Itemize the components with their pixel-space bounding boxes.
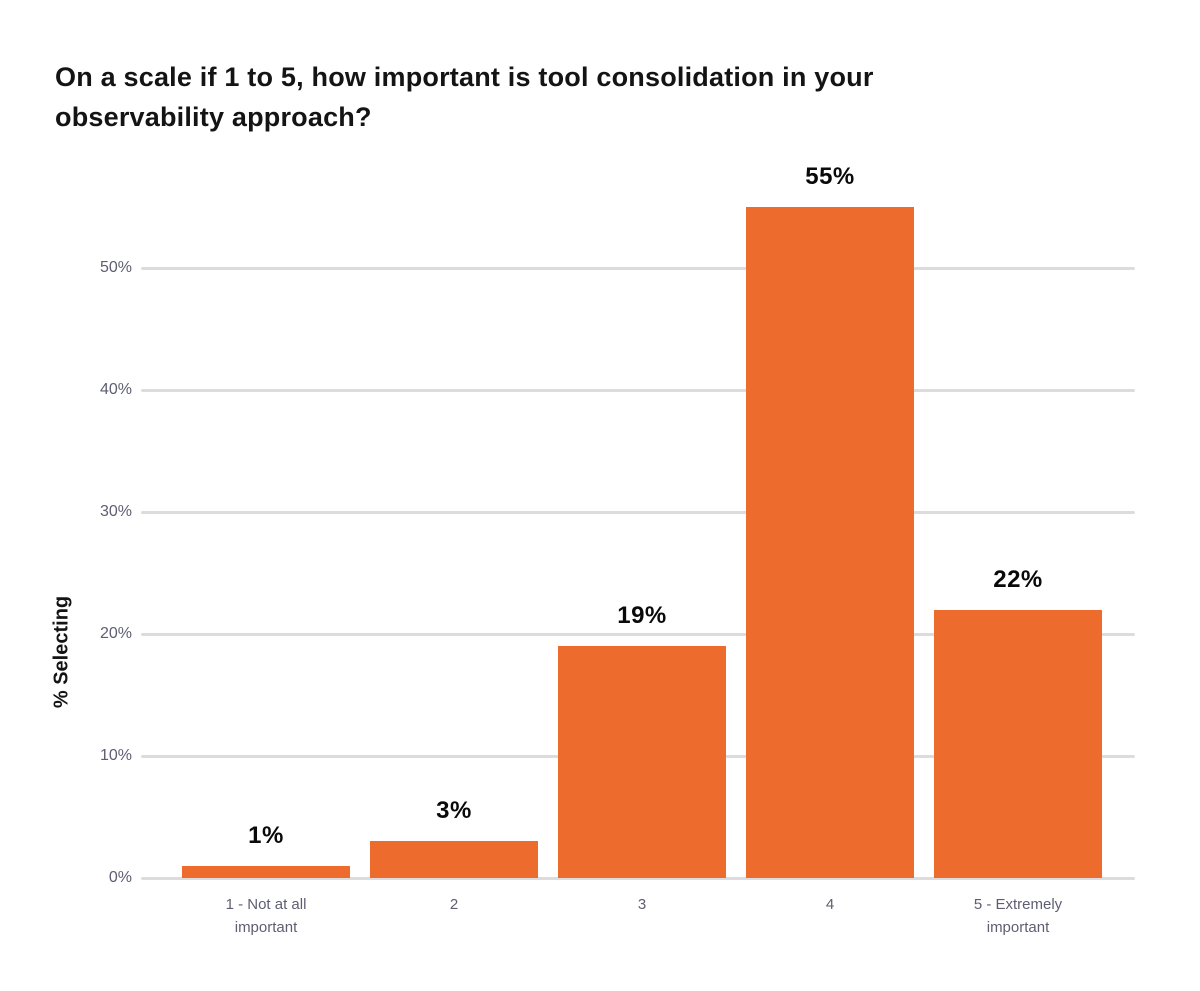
gridline [141, 389, 1135, 392]
y-tick-label: 40% [99, 381, 132, 398]
gridline [141, 877, 1135, 880]
bar-group: 1% [182, 822, 350, 878]
bar-group: 22% [934, 566, 1102, 878]
y-tick-label: 30% [99, 503, 132, 520]
bar-value-label: 19% [617, 602, 667, 630]
bar-value-label: 3% [436, 797, 472, 825]
y-tick-label: 50% [99, 259, 132, 276]
gridline [141, 267, 1135, 270]
x-axis-label: 5 - Extremely important [973, 896, 1063, 936]
bar [746, 207, 914, 878]
gridline [141, 511, 1135, 514]
bar [370, 841, 538, 878]
y-tick-label: 10% [99, 747, 132, 764]
x-axis-label: 1 - Not at all important [225, 896, 307, 936]
x-axis-labels: 1 - Not at all important 2 3 4 5 - Extremely… [182, 893, 1102, 939]
bar [934, 609, 1102, 878]
bar-group: 19% [558, 602, 726, 878]
chart-title: On a scale if 1 to 5, how important is t… [55, 62, 874, 132]
x-axis-label: 3 [637, 896, 647, 913]
bar [558, 646, 726, 878]
bar-group: 55% [746, 163, 914, 878]
x-axis-label: 4 [825, 896, 835, 913]
y-tick-label: 0% [108, 869, 132, 886]
gridline [141, 633, 1135, 636]
bar [182, 865, 350, 878]
bar-value-label: 22% [993, 565, 1043, 593]
bar-value-label: 1% [248, 821, 284, 849]
x-axis-label: 2 [449, 896, 459, 913]
bar-value-label: 55% [805, 163, 855, 190]
bar-group: 3% [370, 797, 538, 878]
y-tick-labels: 0% 10% 20% 30% 40% 50% [0, 0, 132, 991]
bar-series: 1% 3% 19% 55% 22% [182, 163, 1102, 878]
y-tick-label: 20% [99, 625, 132, 642]
